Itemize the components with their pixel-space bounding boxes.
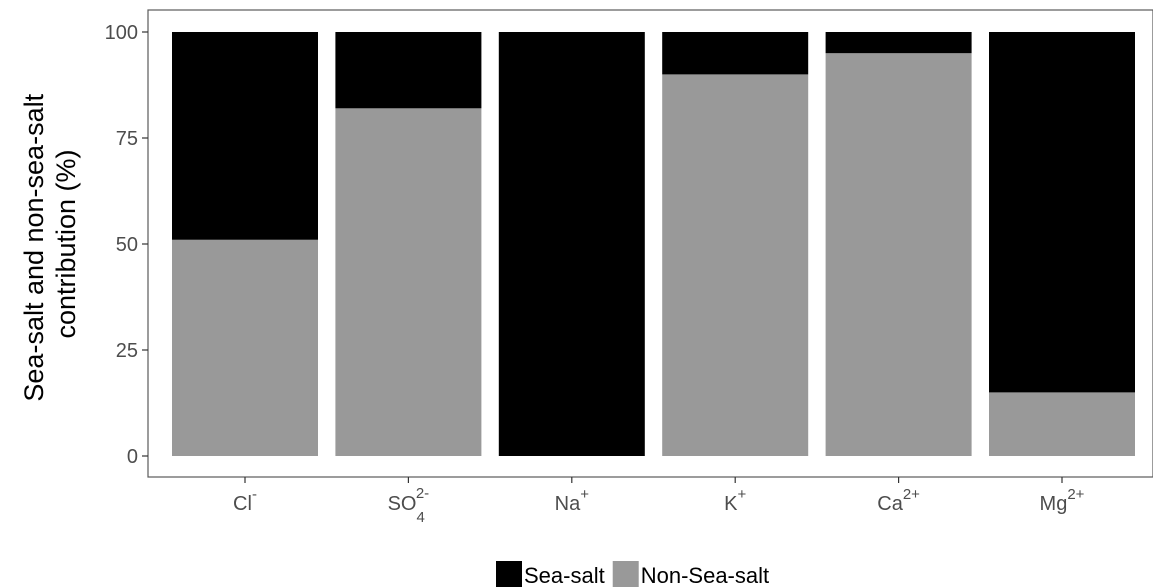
bar-sea-salt-ca	[825, 32, 972, 54]
bar-non-sea-salt-cl	[172, 239, 318, 456]
y-axis-title: Sea-salt and non-sea-salt contribution (…	[19, 86, 81, 401]
legend-label-non-sea-salt: Non-Sea-salt	[641, 563, 769, 588]
svg-text:Na+: Na+	[555, 486, 590, 515]
x-axis: Cl- SO42- Na+ K+ Ca2+ Mg2+	[233, 477, 1085, 526]
bar-non-sea-salt-k	[662, 74, 809, 457]
legend-key-sea-salt	[496, 561, 522, 587]
svg-text:SO42-: SO42-	[388, 485, 430, 526]
y-tick-label: 25	[116, 340, 138, 362]
x-tick-label-na: Na+	[555, 486, 590, 515]
svg-text:Mg2+: Mg2+	[1040, 486, 1085, 515]
x-tick-label-k: K+	[724, 486, 746, 515]
x-tick-label-so: SO42-	[388, 485, 430, 526]
svg-text:K+: K+	[724, 486, 746, 515]
y-axis-title-line-1: Sea-salt and non-sea-salt	[19, 93, 49, 401]
bar-sea-salt-so	[335, 32, 482, 109]
legend-key-non-sea-salt	[612, 561, 639, 587]
x-tick-label-cl: Cl-	[233, 486, 257, 515]
bar-non-sea-salt-ca	[825, 53, 972, 456]
legend: Sea-salt Non-Sea-salt	[496, 561, 769, 588]
bar-sea-salt-k	[662, 32, 809, 75]
y-tick-label: 50	[116, 234, 138, 256]
legend-label-sea-salt: Sea-salt	[524, 563, 605, 588]
bars	[172, 32, 1135, 457]
svg-text:Cl-: Cl-	[233, 486, 257, 515]
bar-sea-salt-na	[498, 32, 645, 456]
bar-non-sea-salt-so	[335, 108, 482, 456]
bar-non-sea-salt-mg	[989, 392, 1135, 456]
y-axis: 0 25 50 75 100	[105, 22, 148, 468]
x-tick-label-mg: Mg2+	[1040, 486, 1085, 515]
y-tick-label: 0	[127, 446, 138, 468]
y-axis-title-line-2: contribution (%)	[51, 149, 81, 338]
y-tick-label: 100	[105, 22, 138, 44]
bar-sea-salt-cl	[172, 32, 318, 240]
svg-text:Ca2+: Ca2+	[877, 486, 920, 515]
bar-sea-salt-mg	[989, 32, 1135, 393]
y-tick-label: 75	[116, 128, 138, 150]
x-tick-label-ca: Ca2+	[877, 486, 920, 515]
